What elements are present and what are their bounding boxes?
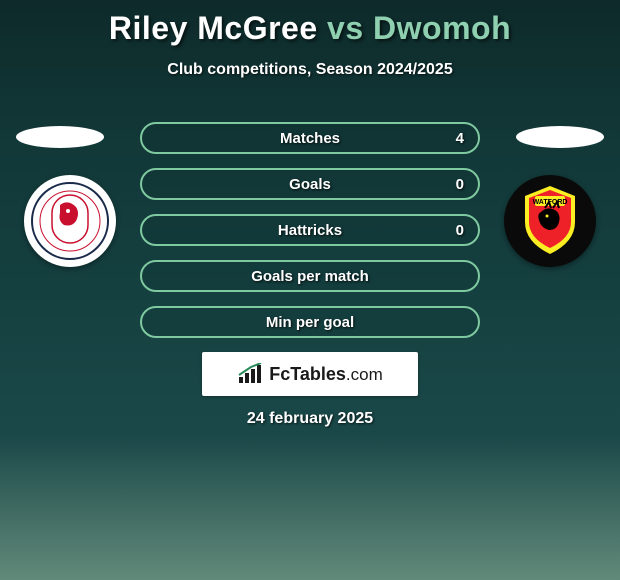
stat-row-goals-per-match: Goals per match	[140, 260, 480, 292]
stat-label: Matches	[280, 130, 340, 147]
comparison-title: Riley McGree vs Dwomoh	[0, 0, 620, 47]
stat-row-matches: Matches 4	[140, 122, 480, 154]
player1-club-badge	[24, 175, 116, 267]
branding-main: FcTables	[269, 364, 346, 384]
stat-label: Goals	[289, 176, 331, 193]
stats-container: Matches 4 Goals 0 Hattricks 0 Goals per …	[140, 122, 480, 352]
vs-text: vs	[327, 10, 364, 46]
chart-icon	[237, 363, 263, 385]
middlesbrough-icon	[30, 181, 110, 261]
stat-label: Goals per match	[251, 268, 369, 285]
branding-suffix: .com	[346, 365, 383, 384]
branding-text: FcTables.com	[269, 364, 383, 385]
stat-value: 4	[456, 130, 464, 147]
subtitle-text: Club competitions, Season 2024/2025	[0, 61, 620, 79]
stat-value: 0	[456, 222, 464, 239]
stat-value: 0	[456, 176, 464, 193]
player2-club-badge: WATFORD	[504, 175, 596, 267]
stat-row-min-per-goal: Min per goal	[140, 306, 480, 338]
player1-name: Riley McGree	[109, 10, 318, 46]
player2-name: Dwomoh	[373, 10, 511, 46]
watford-icon: WATFORD	[507, 178, 593, 264]
stat-label: Hattricks	[278, 222, 342, 239]
stat-label: Min per goal	[266, 314, 354, 331]
branding-box[interactable]: FcTables.com	[202, 352, 418, 396]
stat-row-goals: Goals 0	[140, 168, 480, 200]
player2-ellipse	[516, 126, 604, 148]
player1-ellipse	[16, 126, 104, 148]
stat-row-hattricks: Hattricks 0	[140, 214, 480, 246]
date-text: 24 february 2025	[0, 410, 620, 428]
